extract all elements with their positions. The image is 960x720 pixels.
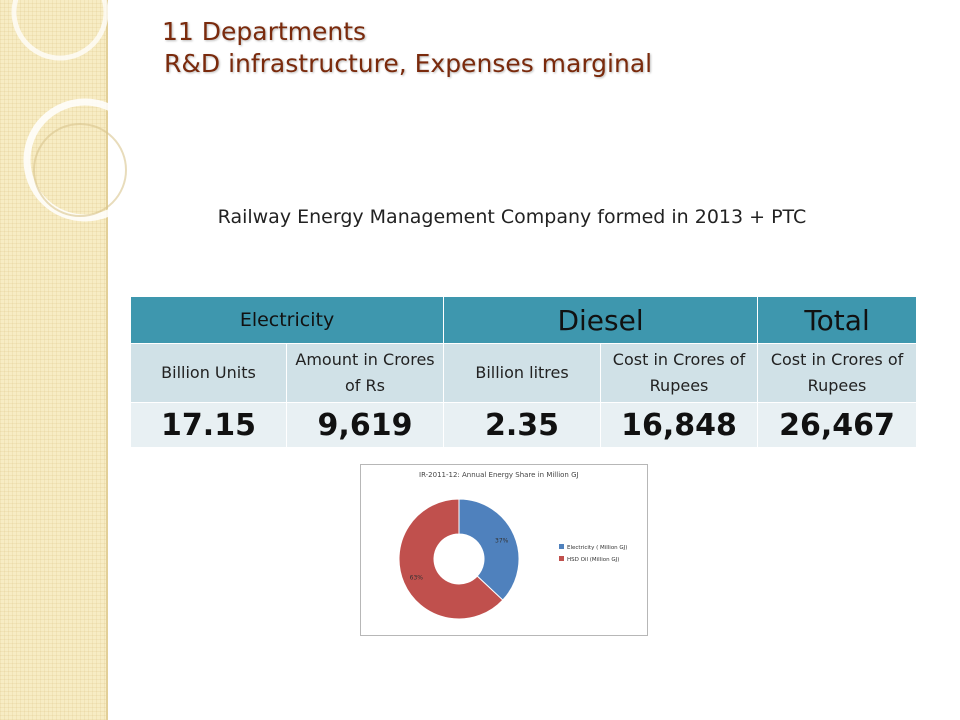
table-subheader-row: Billion Units Amount in Crores of Rs Bil… (130, 343, 918, 403)
donut-label-1: 63% (410, 574, 424, 581)
value-billion-units: 17.15 (130, 402, 287, 448)
value-total-cost: 26,467 (757, 402, 918, 448)
subheader-billion-litres: Billion litres (443, 343, 602, 403)
value-billion-litres: 2.35 (443, 402, 602, 448)
legend-label-0: Electricity ( Million GJ) (567, 545, 627, 551)
donut-chart-svg: 37% 63% Electricity ( Million GJ) HSD Oil (… (398, 498, 627, 620)
header-electricity: Electricity (129, 296, 445, 344)
ring-decoration (11, 0, 135, 222)
legend-label-1: HSD Oil (Million GJ) (567, 557, 619, 563)
value-amount-crores: 9,619 (285, 402, 445, 448)
subheader-total-cost: Cost in Crores of Rupees (757, 343, 918, 403)
donut-slice-1 (398, 498, 504, 620)
header-total: Total (757, 296, 918, 344)
title-line-2: R&D infrastructure, Expenses marginal (164, 49, 653, 78)
subheader-amount-crores: Amount in Crores of Rs (285, 343, 445, 403)
donut-slice-0 (458, 498, 520, 601)
energy-share-chart: IR-2011-12: Annual Energy Share in Milli… (360, 464, 648, 636)
table-value-row: 17.15 9,619 2.35 16,848 26,467 (130, 402, 918, 448)
legend-swatch-0 (559, 544, 564, 549)
title-line-1: 11 Departments (162, 17, 367, 46)
energy-cost-table: Electricity Diesel Total Billion Units A… (129, 296, 918, 448)
legend-swatch-1 (559, 556, 564, 561)
donut-label-0: 37% (495, 538, 509, 545)
slide-title: 11 Departments R&D infrastructure, Expen… (162, 16, 652, 80)
subheader-billion-units: Billion Units (130, 343, 287, 403)
slide-subtitle: Railway Energy Management Company formed… (217, 206, 807, 228)
chart-title: IR-2011-12: Annual Energy Share in Milli… (419, 471, 579, 479)
sidebar-decoration (0, 0, 108, 720)
table-group-header-row: Electricity Diesel Total (129, 296, 918, 344)
subheader-diesel-cost: Cost in Crores of Rupees (600, 343, 759, 403)
header-diesel: Diesel (443, 296, 759, 344)
value-diesel-cost: 16,848 (600, 402, 759, 448)
